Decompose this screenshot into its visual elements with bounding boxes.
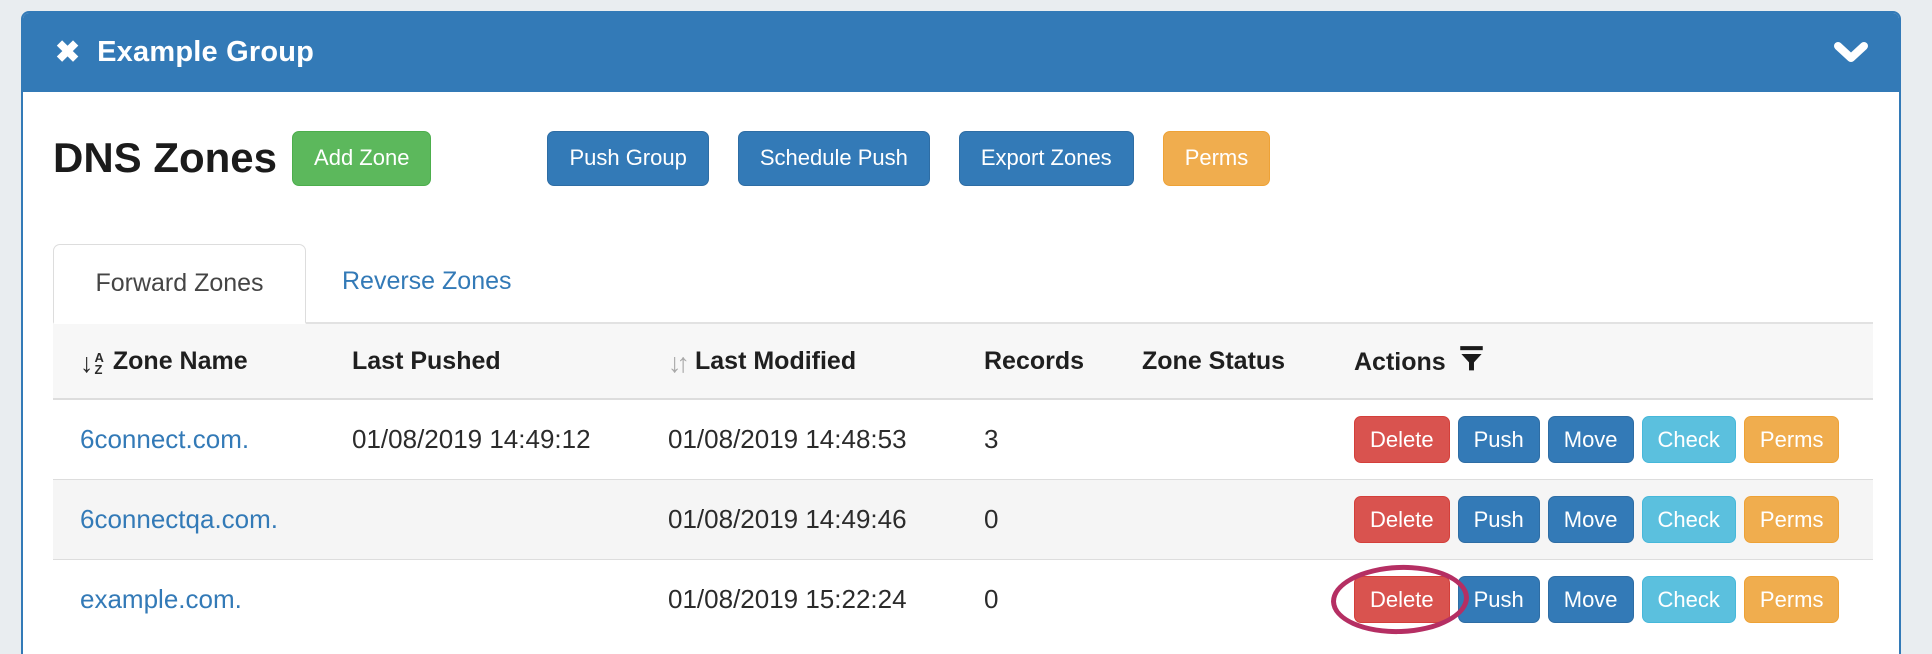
push-group-button[interactable]: Push Group: [547, 130, 709, 186]
delete-button[interactable]: Delete: [1354, 495, 1450, 543]
heading-row: DNS Zones Add Zone Push Group Schedule P…: [53, 130, 1873, 186]
panel-body: DNS Zones Add Zone Push Group Schedule P…: [23, 92, 1899, 639]
push-button[interactable]: Push: [1457, 495, 1540, 543]
perms-button[interactable]: Perms: [1743, 575, 1840, 623]
export-zones-button[interactable]: Export Zones: [958, 130, 1134, 186]
actions-cell: Delete Push Move Check Perms: [1329, 558, 1873, 639]
push-button[interactable]: Push: [1457, 575, 1540, 623]
perms-button[interactable]: Perms: [1743, 415, 1840, 463]
zone-name-link[interactable]: example.com.: [80, 583, 242, 614]
move-button[interactable]: Move: [1547, 575, 1634, 623]
zone-status-cell: [1129, 478, 1341, 559]
panel-header: ✖ Example Group: [23, 13, 1899, 92]
last-modified-cell: 01/08/2019 15:22:24: [655, 558, 971, 639]
close-icon[interactable]: ✖: [55, 35, 81, 69]
zone-status-cell: [1129, 398, 1341, 479]
actions-cell: Delete Push Move Check Perms: [1341, 478, 1873, 559]
chevron-down-icon[interactable]: [1833, 41, 1869, 65]
zone-name-link[interactable]: 6connectqa.com.: [80, 503, 279, 534]
move-button[interactable]: Move: [1547, 415, 1634, 463]
page-title: DNS Zones: [53, 134, 278, 181]
filter-icon[interactable]: [1458, 345, 1485, 372]
last-modified-cell: 01/08/2019 14:48:53: [655, 398, 971, 479]
example-group-panel: ✖ Example Group DNS Zones Add Zone Push …: [21, 11, 1901, 654]
records-cell: 3: [971, 398, 1129, 479]
tab-reverse-zones[interactable]: Reverse Zones: [342, 267, 512, 295]
column-header-records[interactable]: Records: [971, 324, 1129, 400]
zone-name-link[interactable]: 6connect.com.: [80, 423, 250, 454]
delete-button[interactable]: Delete: [1354, 575, 1450, 623]
schedule-push-button[interactable]: Schedule Push: [737, 130, 930, 186]
column-header-actions: Actions: [1341, 324, 1873, 400]
last-modified-cell: 01/08/2019 14:49:46: [655, 478, 971, 559]
last-pushed-cell: [339, 558, 655, 639]
check-button[interactable]: Check: [1641, 495, 1736, 543]
zone-tabs: Forward Zones Reverse Zones: [53, 242, 1873, 324]
push-button[interactable]: Push: [1457, 415, 1540, 463]
move-button[interactable]: Move: [1547, 495, 1634, 543]
zone-status-cell: [1129, 558, 1341, 639]
last-pushed-cell: [339, 478, 655, 559]
column-header-zone-status[interactable]: Zone Status: [1129, 324, 1341, 400]
column-header-last-pushed[interactable]: Last Pushed: [339, 324, 655, 400]
records-cell: 0: [971, 558, 1129, 639]
add-zone-button[interactable]: Add Zone: [292, 130, 432, 186]
column-header-last-modified[interactable]: ↓↑ Last Modified: [655, 324, 971, 400]
perms-group-button[interactable]: Perms: [1162, 130, 1271, 186]
check-button[interactable]: Check: [1641, 415, 1736, 463]
last-pushed-cell: 01/08/2019 14:49:12: [339, 398, 655, 479]
actions-cell: Delete Push Move Check Perms: [1341, 398, 1873, 479]
table-row-6connect: 6connect.com. 01/08/2019 14:49:12 01/08/…: [53, 398, 1873, 479]
sort-icon[interactable]: ↓↑: [668, 347, 690, 378]
table-row-example: example.com. 01/08/2019 15:22:24 0 Delet…: [53, 558, 1873, 639]
records-cell: 0: [971, 478, 1129, 559]
perms-button[interactable]: Perms: [1743, 495, 1840, 543]
table-row-6connectqa: 6connectqa.com. 01/08/2019 14:49:46 0 De…: [53, 478, 1873, 559]
panel-title: Example Group: [97, 36, 315, 68]
delete-button[interactable]: Delete: [1354, 415, 1450, 463]
check-button[interactable]: Check: [1641, 575, 1736, 623]
tab-forward-zones[interactable]: Forward Zones: [53, 244, 306, 324]
